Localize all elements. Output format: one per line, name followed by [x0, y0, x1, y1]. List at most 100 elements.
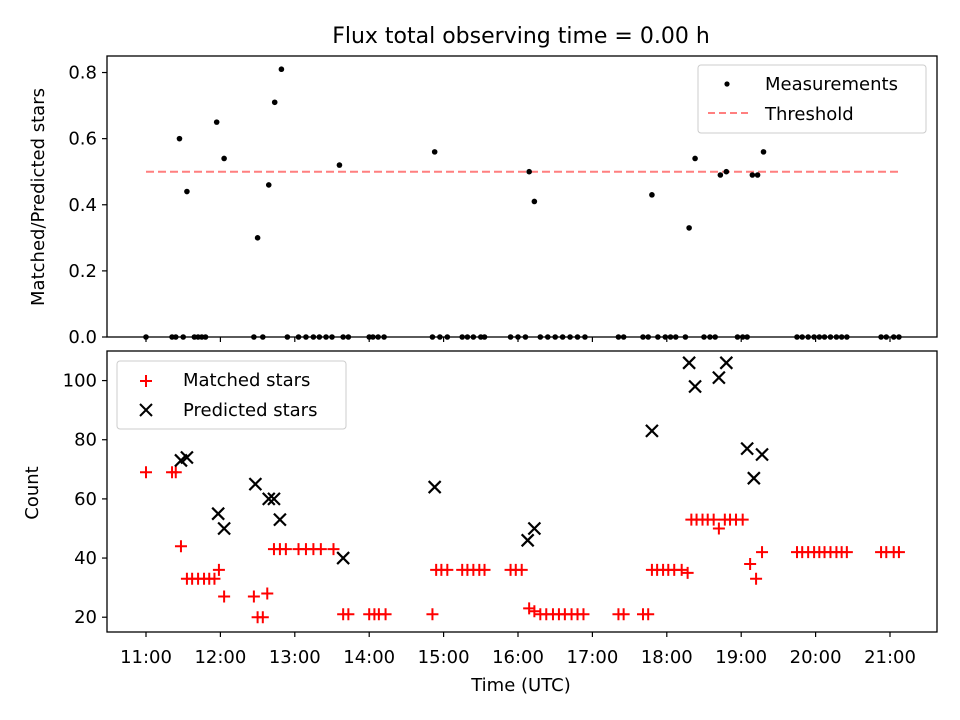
predicted-star-point	[248, 477, 263, 491]
matched-star-point	[681, 566, 694, 579]
top-panel-frame	[106, 55, 938, 338]
matched-star-point	[441, 563, 454, 576]
top-y-tick-label: 0.8	[68, 63, 97, 84]
bottom-legend: Matched stars Predicted stars	[116, 360, 347, 430]
figure-title: Flux total observing time = 0.00 h	[332, 24, 710, 49]
bottom-panel-frame	[106, 350, 938, 633]
matched-star-point	[617, 608, 630, 621]
predicted-star-point	[211, 506, 225, 521]
predicted-star-point	[682, 356, 696, 370]
predicted-star-point	[740, 441, 754, 456]
top-legend: Measurements Threshold	[697, 64, 927, 134]
matched-star-point	[478, 563, 491, 576]
top-y-tick-label: 0.4	[68, 195, 97, 216]
measurement-point	[431, 149, 438, 155]
top-y-tick-label: 0.6	[68, 129, 97, 150]
matched-star-point	[707, 513, 720, 526]
predicted-star-point	[261, 492, 276, 506]
predicted-star-point	[645, 424, 659, 438]
predicted-star-point	[427, 480, 442, 494]
matched-star-point	[736, 513, 749, 526]
matched-star-point	[314, 543, 327, 556]
measurement-point	[749, 172, 756, 178]
matched-star-point	[515, 563, 528, 576]
predicted-star-point	[712, 370, 726, 385]
top-panel-marks	[143, 66, 902, 340]
x-tick-label: 17:00	[566, 647, 618, 668]
measurement-point	[213, 119, 220, 125]
bottom-y-tick-label: 100	[63, 371, 97, 392]
matched-star-point	[342, 608, 355, 621]
top-y-ticks: 0.0 0.2 0.4 0.6 0.8	[68, 63, 107, 348]
matched-star-point	[750, 572, 763, 585]
top-panel: 0.00.20.40.60.8 Matched/Predicted stars …	[28, 55, 938, 348]
matched-star-point	[279, 543, 292, 556]
measurement-point	[760, 149, 767, 155]
x-tick-label: 15:00	[418, 647, 470, 668]
predicted-star-point	[520, 533, 535, 548]
measurement-point	[723, 168, 730, 175]
predicted-star-point	[747, 471, 761, 485]
bottom-x-ticks: 11:00 12:00 13:00 14:00 15:00 16:00 17:00 18:00…	[120, 632, 916, 668]
matched-star-point	[523, 602, 536, 615]
measurement-point	[271, 99, 278, 106]
legend-predicted-marker	[139, 403, 153, 417]
matched-star-point	[577, 608, 590, 621]
bottom-legend-box	[116, 360, 347, 430]
x-tick-label: 12:00	[194, 647, 246, 668]
predicted-star-point	[527, 521, 542, 536]
bottom-y-ticks: 20 40 60 80 100	[63, 371, 107, 628]
matched-star-point	[174, 540, 187, 553]
legend-measurements-label: Measurements	[765, 74, 898, 95]
matched-star-point	[840, 546, 853, 559]
legend-predicted-label: Predicted stars	[183, 400, 317, 421]
measurement-point	[221, 155, 227, 162]
measurement-point	[686, 225, 692, 231]
matched-star-point	[712, 522, 725, 535]
legend-measurements-marker	[724, 81, 730, 87]
legend-matched-marker	[140, 375, 152, 387]
measurement-point	[526, 168, 532, 175]
measurement-point	[265, 182, 272, 188]
predicted-star-point	[217, 521, 231, 536]
x-tick-label: 11:00	[120, 647, 172, 668]
measurement-point	[692, 155, 698, 162]
matched-star-point	[744, 557, 757, 570]
predicted-star-point	[755, 447, 769, 462]
x-tick-label: 16:00	[492, 647, 544, 668]
matched-star-point	[528, 605, 541, 618]
predicted-star-point	[180, 450, 194, 465]
predicted-star-point	[688, 379, 702, 394]
measurement-point	[176, 135, 183, 142]
matched-star-point	[218, 590, 231, 603]
matched-star-point	[256, 611, 269, 624]
top-y-tick-label: 0.0	[68, 327, 97, 348]
bottom-y-tick-label: 80	[74, 430, 97, 451]
bottom-y-tick-label: 20	[74, 607, 97, 628]
measurement-point	[754, 172, 761, 178]
bottom-y-tick-label: 60	[74, 489, 97, 510]
measurement-point	[531, 198, 538, 205]
measurement-point	[336, 162, 343, 168]
measurement-point	[254, 235, 261, 241]
top-y-tick-label: 0.2	[68, 261, 97, 282]
x-tick-label: 21:00	[864, 647, 916, 668]
x-tick-label: 14:00	[343, 647, 395, 668]
matched-star-point	[379, 608, 392, 621]
predicted-star-point	[273, 512, 287, 527]
matched-star-point	[169, 466, 182, 479]
top-legend-box	[697, 64, 927, 134]
measurement-point	[278, 66, 285, 73]
top-y-axis-label: Matched/Predicted stars	[28, 88, 49, 306]
matched-star-point	[327, 543, 340, 556]
top-x-ticks	[145, 337, 891, 342]
x-tick-label: 19:00	[715, 647, 767, 668]
bottom-y-tick-label: 40	[74, 548, 97, 569]
legend-matched-label: Matched stars	[183, 370, 310, 391]
matched-star-point	[140, 466, 152, 479]
matched-star-point	[756, 546, 769, 559]
predicted-star-point	[336, 551, 350, 565]
matched-star-point	[642, 608, 655, 621]
x-tick-label: 18:00	[641, 647, 693, 668]
